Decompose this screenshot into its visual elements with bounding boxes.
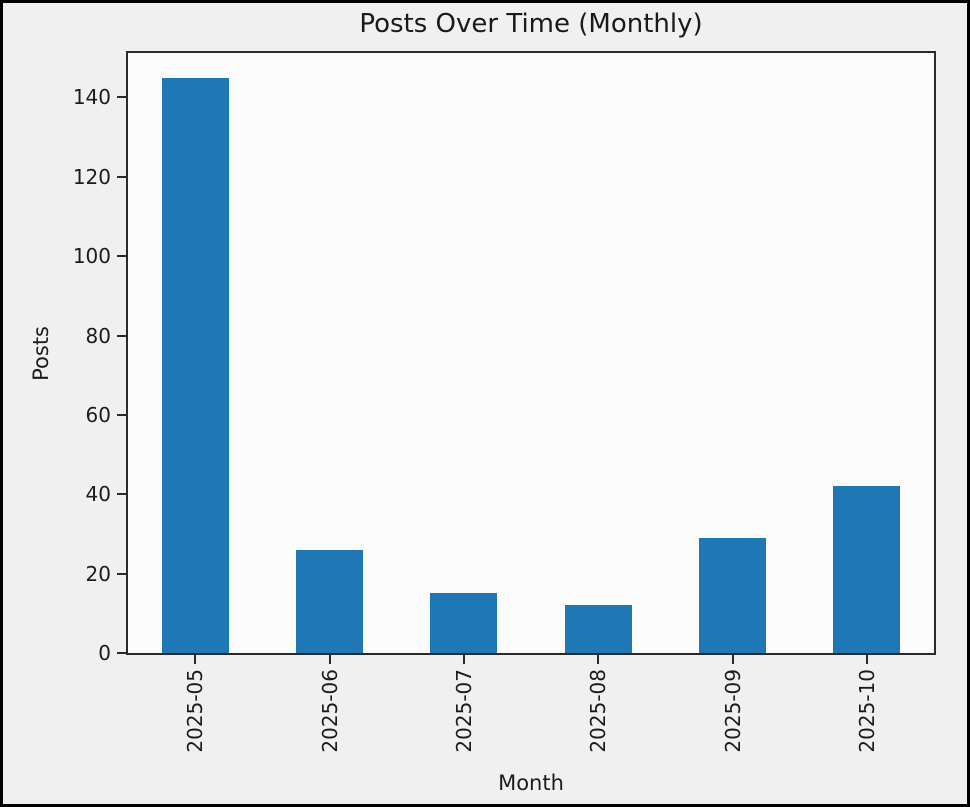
bar-2025-06 [295,549,364,653]
y-tick-label-80: 80 [85,323,111,348]
x-tick-label-2025-10: 2025-10 [854,669,879,753]
x-tick-mark-2025-07 [462,655,465,664]
y-tick-label-120: 120 [72,164,111,189]
y-tick-label-140: 140 [72,85,111,110]
x-tick-label-2025-06: 2025-06 [317,669,342,753]
y-tick-label-20: 20 [85,561,111,586]
y-tick-label-60: 60 [85,402,111,427]
x-tick-label-2025-09: 2025-09 [720,669,745,753]
x-tick-label-2025-05: 2025-05 [183,669,208,753]
x-tick-mark-2025-10 [865,655,868,664]
x-tick-mark-2025-08 [597,655,600,664]
bar-2025-09 [698,537,767,653]
y-axis-label-container: Posts [27,51,55,655]
bar-2025-10 [833,486,901,653]
bar-2025-05 [161,77,229,653]
plot-area [126,51,936,655]
y-tick-mark-20 [117,572,126,575]
y-tick-label-40: 40 [85,482,111,507]
x-tick-mark-2025-05 [194,655,197,664]
y-tick-mark-140 [117,96,126,99]
y-axis-label: Posts [29,325,53,381]
chart-title: Posts Over Time (Monthly) [359,9,703,39]
x-tick-mark-2025-06 [328,655,331,664]
bar-2025-07 [430,593,498,653]
y-tick-mark-120 [117,175,126,178]
x-tick-mark-2025-09 [731,655,734,664]
x-tick-label-2025-07: 2025-07 [451,669,476,753]
y-tick-label-100: 100 [72,244,111,269]
y-tick-mark-80 [117,334,126,337]
y-tick-mark-100 [117,255,126,258]
x-axis-label: Month [498,771,564,795]
bar-2025-08 [564,605,632,653]
y-tick-mark-0 [117,652,126,654]
x-tick-label-2025-08: 2025-08 [586,669,611,753]
y-tick-mark-40 [117,493,126,496]
y-tick-mark-60 [117,413,126,416]
y-tick-label-0: 0 [98,641,111,665]
